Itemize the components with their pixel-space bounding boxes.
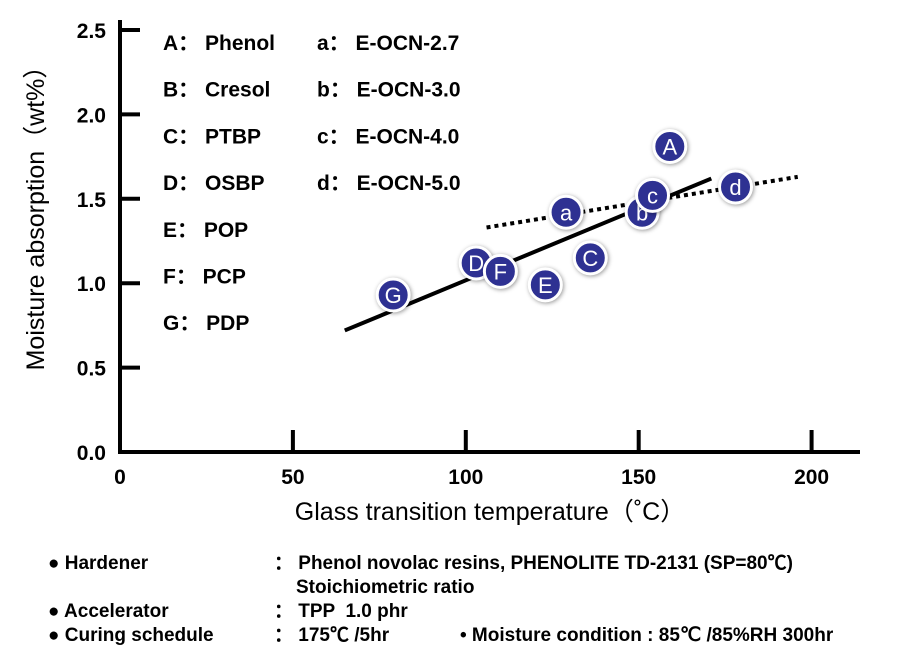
data-point-label: a [560, 200, 573, 225]
data-point-label: C [582, 246, 598, 271]
data-point-d [718, 169, 754, 205]
legend-entry: b： E-OCN-3.0 [317, 79, 461, 102]
hardener-label: ● Hardener [48, 553, 149, 574]
data-point-label: G [385, 283, 402, 308]
curing-label: ● Curing schedule [48, 625, 214, 646]
x-tick-label: 0 [114, 466, 126, 489]
y-tick-label: 1.5 [77, 189, 107, 212]
chart: 0 50 100 150 200 0.0 0.5 1.0 1.5 2.0 2.5 Glass tran… [22, 20, 860, 526]
y-tick-label: 1.0 [77, 273, 106, 296]
x-tick-label: 100 [448, 466, 483, 489]
accelerator-label: ● Accelerator [48, 601, 169, 622]
y-tick-label: 0.5 [77, 358, 107, 381]
moisture-condition: • Moisture condition : 85℃ /85%RH 300hr [460, 625, 834, 646]
data-point-label: E [538, 273, 553, 298]
data-point-c [635, 177, 671, 213]
y-tick-label: 2.5 [77, 20, 107, 43]
x-tick-label: 200 [794, 466, 829, 489]
y-tick-label: 2.0 [77, 104, 106, 127]
legend-entry: B： Cresol [163, 79, 270, 102]
conditions-notes: ● Hardener ： Phenol novolac resins, PHENO… [48, 552, 833, 648]
data-point-G [375, 277, 411, 313]
data-point-a [548, 194, 584, 230]
x-tick-label: 150 [621, 466, 656, 489]
legend-entry: D： OSBP [163, 172, 265, 195]
data-point-F [482, 253, 518, 289]
hardener-value: ： Phenol novolac resins, PHENOLITE TD-21… [274, 553, 793, 574]
data-point-label: F [494, 259, 507, 284]
data-point-E [527, 267, 563, 303]
x-tick-label: 50 [281, 466, 304, 489]
legend-entry: c： E-OCN-4.0 [317, 125, 459, 148]
hardener-ratio: Stoichiometric ratio [296, 577, 475, 598]
curing-value: ： 175℃ /5hr [274, 625, 390, 646]
legend-entry: G： PDP [163, 312, 249, 335]
data-point-label: c [647, 183, 658, 208]
y-tick-label: 0.0 [77, 442, 106, 465]
legend-entry: a： E-OCN-2.7 [317, 32, 459, 55]
accelerator-value: ： TPP 1.0 phr [274, 601, 408, 622]
legend-entry: A： Phenol [163, 32, 275, 55]
data-point-A [652, 128, 688, 164]
legend-entry: F： PCP [163, 266, 246, 289]
x-axis-label: Glass transition temperature（˚C） [295, 498, 685, 526]
data-point-label: A [662, 134, 677, 159]
legend-entry: E： POP [163, 219, 248, 242]
data-point-C [572, 240, 608, 276]
data-point-label: D [468, 251, 484, 276]
legend-entry: C： PTBP [163, 125, 261, 148]
data-point-label: d [729, 175, 741, 200]
y-axis-label: Moisture absorption（wt%） [22, 54, 50, 371]
legend-entry: d： E-OCN-5.0 [317, 172, 461, 195]
